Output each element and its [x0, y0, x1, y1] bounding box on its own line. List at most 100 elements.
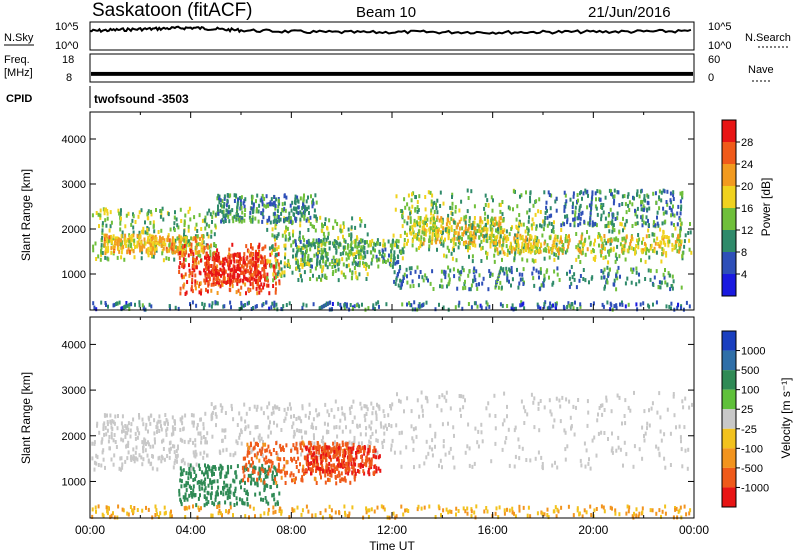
heat-cell	[278, 492, 280, 496]
heat-cell	[121, 234, 123, 238]
heat-cell	[246, 264, 248, 268]
heat-cell	[101, 236, 103, 240]
colorbar-segment	[722, 186, 736, 208]
heat-cell	[495, 228, 497, 232]
heat-cell	[196, 245, 198, 249]
heat-cell	[383, 239, 385, 243]
heat-cell	[250, 252, 252, 256]
heat-cell	[605, 196, 607, 200]
heat-cell	[652, 192, 654, 196]
heat-cell	[156, 422, 158, 426]
heat-cell	[453, 220, 455, 224]
heat-cell	[232, 417, 234, 421]
heat-cell	[416, 435, 418, 439]
heat-cell	[342, 430, 344, 434]
heat-cell	[527, 246, 529, 250]
heat-cell	[480, 247, 482, 251]
heat-cell	[486, 256, 488, 260]
heat-cell	[327, 423, 329, 427]
heat-cell	[338, 278, 340, 282]
heat-cell	[452, 456, 454, 460]
heat-cell	[677, 205, 679, 209]
heat-cell	[180, 484, 182, 488]
heat-cell	[296, 442, 298, 446]
heat-cell	[673, 197, 675, 201]
heat-cell	[485, 234, 487, 238]
heat-cell	[397, 272, 399, 276]
heat-cell	[390, 244, 392, 248]
heat-cell	[232, 479, 234, 483]
heat-cell	[425, 207, 427, 211]
heat-cell	[222, 492, 224, 496]
heat-cell	[564, 191, 566, 195]
heat-cell	[300, 196, 302, 200]
heat-cell	[603, 431, 605, 435]
heat-cell	[140, 241, 142, 245]
heat-cell	[236, 290, 238, 294]
heat-cell	[663, 273, 665, 277]
heat-cell	[142, 303, 144, 307]
heat-cell	[192, 257, 194, 261]
heat-cell	[311, 423, 313, 427]
heat-cell	[125, 426, 127, 430]
heat-cell	[348, 228, 350, 232]
heat-cell	[237, 213, 239, 217]
heat-cell	[465, 221, 467, 225]
heat-cell	[315, 215, 317, 219]
heat-cell	[157, 426, 159, 430]
heat-cell	[643, 221, 645, 225]
heat-cell	[436, 199, 438, 203]
heat-cell	[423, 224, 425, 228]
heat-cell	[659, 228, 661, 232]
heat-cell	[331, 260, 333, 264]
heat-cell	[452, 425, 454, 429]
heat-cell	[292, 255, 294, 259]
heat-cell	[244, 213, 246, 217]
heat-cell	[412, 228, 414, 232]
heat-cell	[408, 301, 410, 305]
heat-cell	[302, 479, 304, 483]
heat-cell	[474, 221, 476, 225]
heat-cell	[607, 437, 609, 441]
heat-cell	[126, 214, 128, 218]
heat-cell	[326, 226, 328, 230]
heat-cell	[140, 455, 142, 459]
heat-cell	[339, 303, 341, 307]
heat-cell	[300, 453, 302, 457]
heat-cell	[104, 208, 106, 212]
heat-cell	[264, 245, 266, 249]
heat-cell	[204, 262, 206, 266]
heat-cell	[130, 243, 132, 247]
heat-cell	[476, 229, 478, 233]
heat-cell	[173, 239, 175, 243]
heat-cell	[228, 210, 230, 214]
heat-cell	[413, 465, 415, 469]
heat-cell	[601, 244, 603, 248]
heat-cell	[521, 273, 523, 277]
heat-cell	[494, 414, 496, 418]
heat-cell	[211, 283, 213, 287]
heat-cell	[110, 421, 112, 425]
heat-cell	[443, 306, 445, 310]
heat-cell	[371, 411, 373, 415]
heat-cell	[261, 247, 263, 251]
heat-cell	[462, 286, 464, 290]
heat-cell	[408, 194, 410, 198]
heat-cell	[332, 226, 334, 230]
heat-cell	[139, 210, 141, 214]
heat-cell	[349, 407, 351, 411]
heat-cell	[109, 414, 111, 418]
heat-cell	[643, 204, 645, 208]
heat-cell	[673, 279, 675, 283]
heat-cell	[336, 241, 338, 245]
heat-cell	[141, 440, 143, 444]
heat-cell	[467, 274, 469, 278]
heat-cell	[233, 272, 235, 276]
heat-cell	[459, 271, 461, 275]
heat-cell	[387, 413, 389, 417]
heat-cell	[286, 412, 288, 416]
heat-cell	[163, 258, 165, 262]
heat-cell	[633, 391, 635, 395]
heat-cell	[611, 432, 613, 436]
